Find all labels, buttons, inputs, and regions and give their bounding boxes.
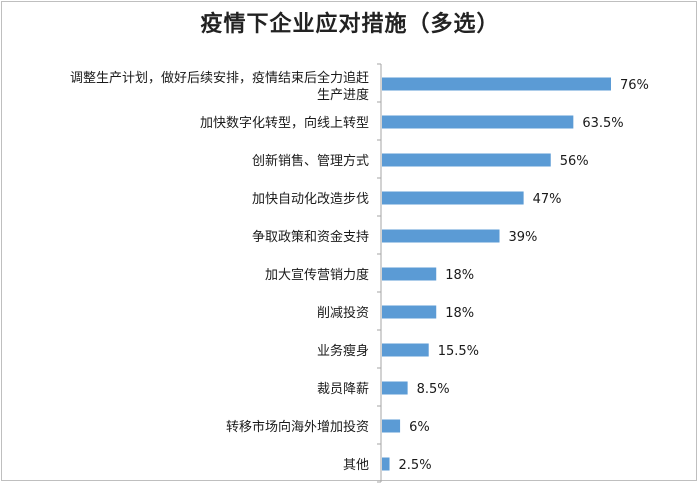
category-label: 转移市场向海外增加投资 bbox=[226, 419, 369, 435]
data-label: 15.5% bbox=[438, 344, 479, 359]
category-label: 加快自动化改造步伐 bbox=[252, 192, 369, 207]
data-label: 2.5% bbox=[399, 458, 432, 473]
category-label: 调整生产计划，做好后续安排，疫情结束后全力追赶生产进度 bbox=[70, 70, 369, 103]
category-label: 其他 bbox=[343, 458, 369, 473]
bar bbox=[382, 381, 408, 395]
bar bbox=[382, 229, 500, 243]
category-label: 创新销售、管理方式 bbox=[252, 153, 369, 169]
category-label: 削减投资 bbox=[317, 305, 369, 321]
data-label: 18% bbox=[445, 268, 474, 283]
category-label: 加大宣传营销力度 bbox=[265, 267, 369, 283]
category-label: 争取政策和资金支持 bbox=[252, 229, 369, 245]
data-label: 39% bbox=[509, 230, 538, 245]
bar bbox=[382, 267, 437, 281]
bar bbox=[382, 457, 390, 471]
data-label: 8.5% bbox=[417, 382, 450, 397]
bar bbox=[382, 305, 437, 319]
bar bbox=[382, 419, 401, 433]
bar bbox=[382, 191, 524, 205]
category-label: 业务瘦身 bbox=[317, 343, 369, 359]
data-label: 6% bbox=[409, 420, 430, 435]
data-label: 47% bbox=[533, 192, 562, 207]
bar bbox=[382, 115, 574, 129]
data-label: 63.5% bbox=[582, 116, 623, 131]
chart-title: 疫情下企业应对措施（多选） bbox=[200, 12, 500, 37]
bar bbox=[382, 77, 611, 91]
category-label: 裁员降薪 bbox=[317, 381, 369, 397]
data-label: 56% bbox=[560, 154, 589, 169]
bar bbox=[382, 153, 551, 167]
bar bbox=[382, 343, 429, 357]
data-label: 76% bbox=[620, 78, 649, 93]
data-label: 18% bbox=[445, 306, 474, 321]
category-label: 加快数字化转型，向线上转型 bbox=[200, 115, 369, 131]
